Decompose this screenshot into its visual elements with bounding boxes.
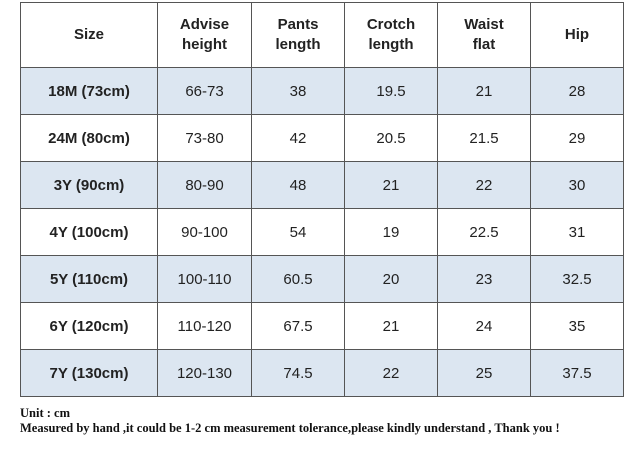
value-cell: 22	[437, 161, 531, 209]
value-cell: 21	[437, 67, 531, 115]
header-cell: Size	[20, 2, 158, 68]
value-cell: 67.5	[251, 302, 345, 350]
value-cell: 60.5	[251, 255, 345, 303]
size-cell: 7Y (130cm)	[20, 349, 158, 397]
value-cell: 90-100	[157, 208, 252, 256]
header-text: length	[275, 36, 321, 53]
header-text: Crotch	[366, 16, 416, 33]
value-cell: 30	[530, 161, 624, 209]
size-cell: 6Y (120cm)	[20, 302, 158, 350]
value-cell: 19.5	[344, 67, 438, 115]
header-text: Hip	[564, 26, 590, 43]
header-text: Size	[73, 26, 104, 43]
header-row: Size Advise height Pants length Crotch length W…	[20, 2, 624, 68]
header-text: length	[368, 36, 414, 53]
size-cell: 18M (73cm)	[20, 67, 158, 115]
value-cell: 74.5	[251, 349, 345, 397]
value-cell: 66-73	[157, 67, 252, 115]
table-row: 7Y (130cm) 120-130 74.5 22 25 37.5	[20, 349, 624, 397]
table-row: 5Y (110cm) 100-110 60.5 20 23 32.5	[20, 255, 624, 303]
value-cell: 21.5	[437, 114, 531, 162]
value-cell: 100-110	[157, 255, 252, 303]
value-cell: 37.5	[530, 349, 624, 397]
value-cell: 80-90	[157, 161, 252, 209]
value-cell: 24	[437, 302, 531, 350]
header-text: Advise	[179, 16, 230, 33]
value-cell: 35	[530, 302, 624, 350]
header-cell: Hip	[530, 2, 624, 68]
value-cell: 21	[344, 161, 438, 209]
table-row: 3Y (90cm) 80-90 48 21 22 30	[20, 161, 624, 209]
note-text: Unit : cm	[20, 406, 70, 420]
header-text: flat	[472, 36, 496, 53]
value-cell: 20	[344, 255, 438, 303]
size-cell: 3Y (90cm)	[20, 161, 158, 209]
header-cell: Advise height	[157, 2, 252, 68]
header-cell: Waist flat	[437, 2, 531, 68]
value-cell: 28	[530, 67, 624, 115]
table-row: 24M (80cm) 73-80 42 20.5 21.5 29	[20, 114, 624, 162]
table-row: 4Y (100cm) 90-100 54 19 22.5 31	[20, 208, 624, 256]
table-row: 6Y (120cm) 110-120 67.5 21 24 35	[20, 302, 624, 350]
value-cell: 21	[344, 302, 438, 350]
value-cell: 20.5	[344, 114, 438, 162]
header-text: Pants	[277, 16, 319, 33]
value-cell: 54	[251, 208, 345, 256]
header-cell: Crotch length	[344, 2, 438, 68]
table-body: 18M (73cm) 66-73 38 19.5 21 28 24M (80cm) 73-80…	[20, 67, 624, 397]
header-text: Waist	[464, 16, 504, 33]
value-cell: 19	[344, 208, 438, 256]
value-cell: 110-120	[157, 302, 252, 350]
value-cell: 42	[251, 114, 345, 162]
value-cell: 120-130	[157, 349, 252, 397]
size-cell: 4Y (100cm)	[20, 208, 158, 256]
value-cell: 73-80	[157, 114, 252, 162]
table-row: 18M (73cm) 66-73 38 19.5 21 28	[20, 67, 624, 115]
header-cell: Pants length	[251, 2, 345, 68]
size-cell: 5Y (110cm)	[20, 255, 158, 303]
value-cell: 32.5	[530, 255, 624, 303]
size-table: Size Advise height Pants length Crotch length W…	[20, 2, 624, 397]
value-cell: 31	[530, 208, 624, 256]
value-cell: 23	[437, 255, 531, 303]
note-text: Measured by hand ,it could be 1-2 cm mea…	[20, 421, 560, 435]
value-cell: 22	[344, 349, 438, 397]
value-cell: 48	[251, 161, 345, 209]
value-cell: 29	[530, 114, 624, 162]
value-cell: 38	[251, 67, 345, 115]
value-cell: 22.5	[437, 208, 531, 256]
notes: Unit : cm Measured by hand ,it could be 1…	[20, 406, 560, 436]
size-cell: 24M (80cm)	[20, 114, 158, 162]
header-text: height	[182, 36, 227, 53]
value-cell: 25	[437, 349, 531, 397]
